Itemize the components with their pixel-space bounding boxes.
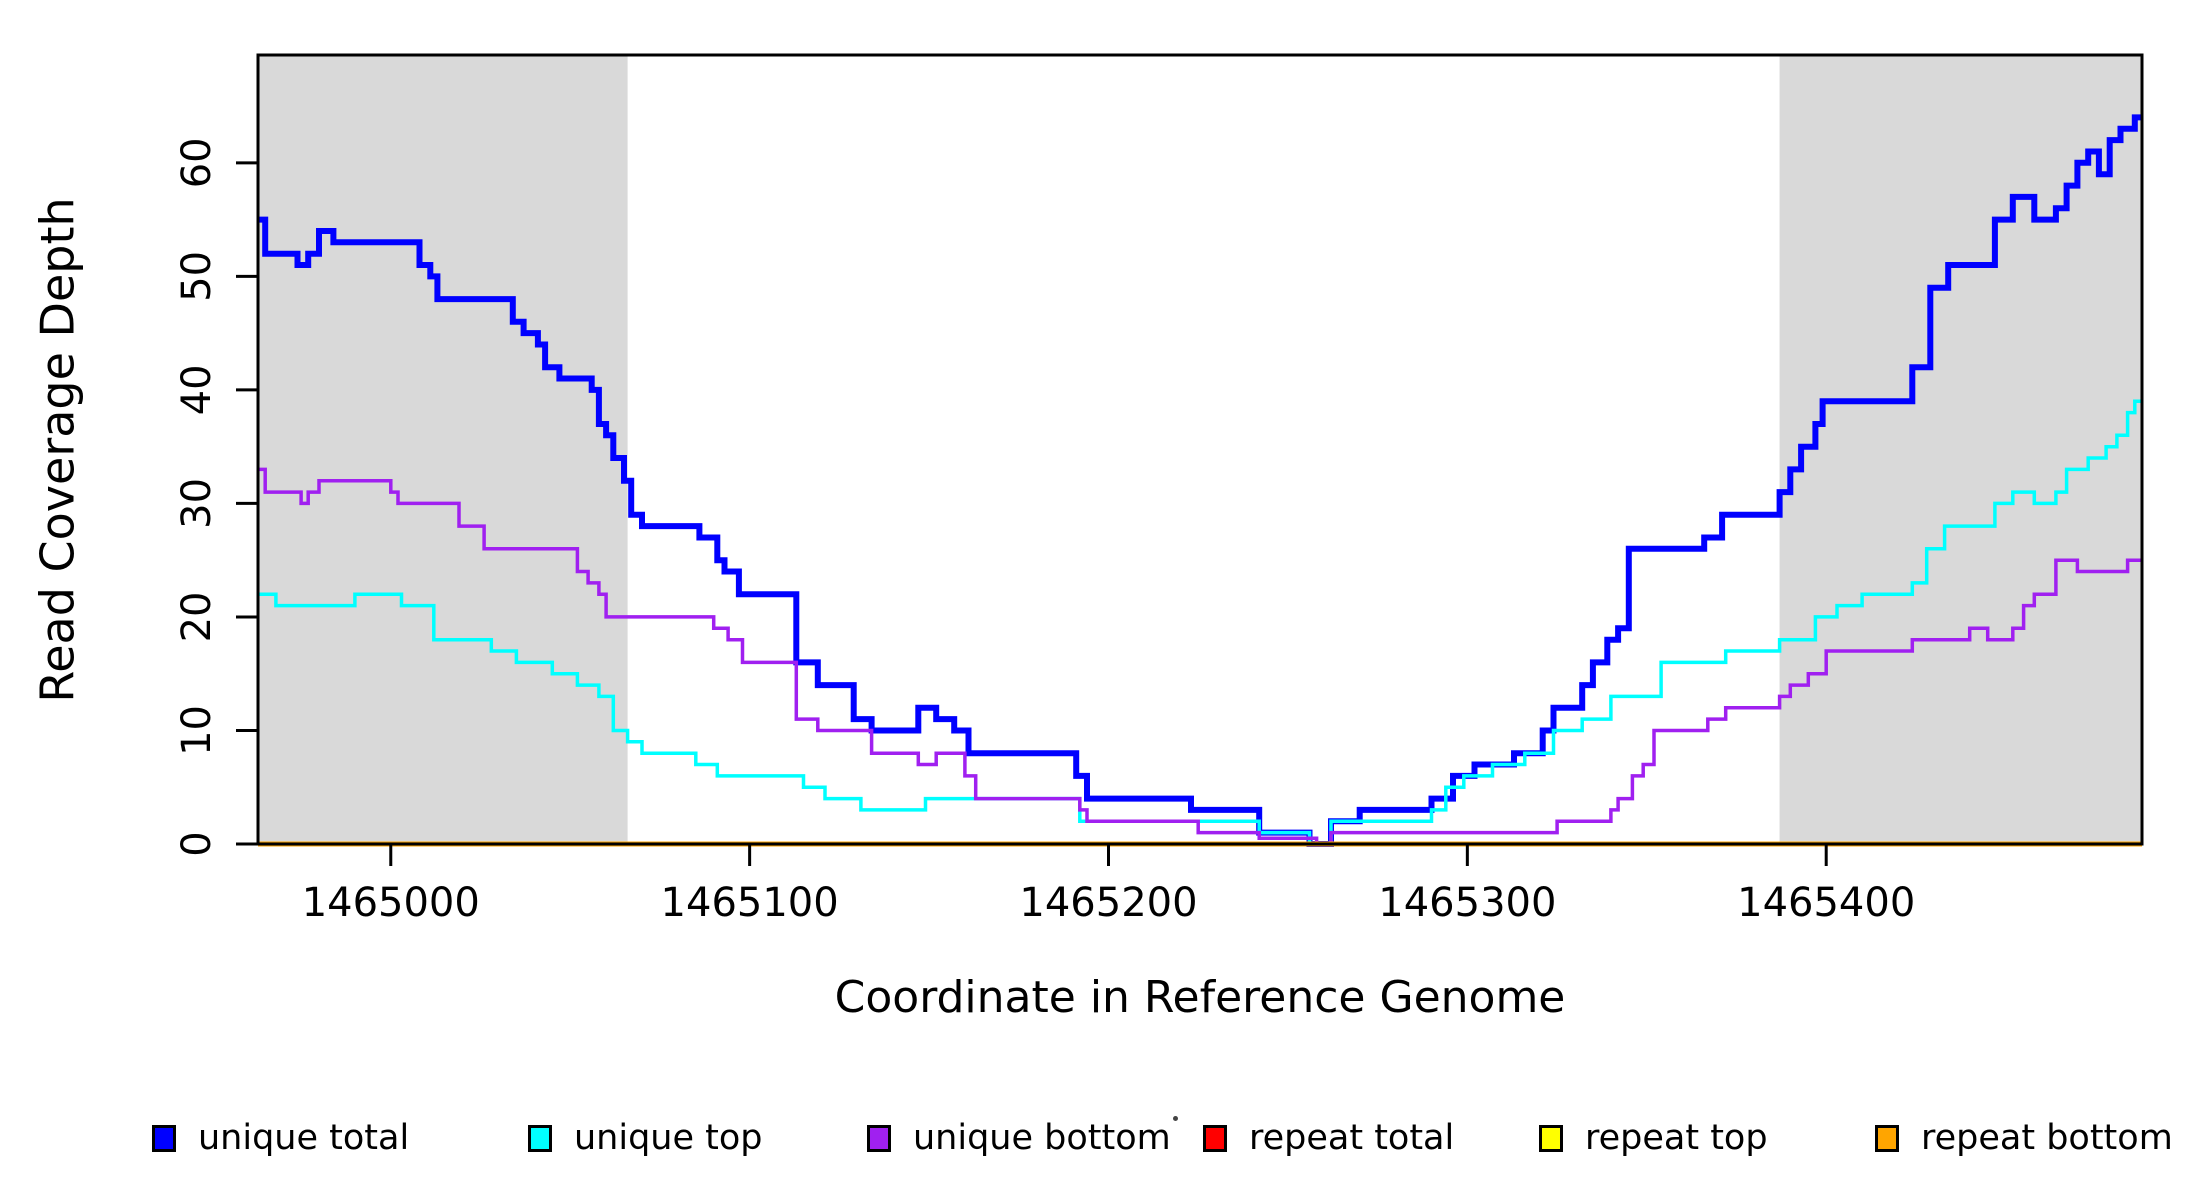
legend-label: unique total [198, 1118, 410, 1158]
y-tick-label: 0 [174, 831, 220, 856]
x-tick-label: 1465000 [302, 880, 480, 926]
x-tick-label: 1465200 [1019, 880, 1197, 926]
x-tick-label: 1465400 [1737, 880, 1915, 926]
y-tick-label: 20 [174, 591, 220, 642]
y-tick-label: 50 [174, 251, 220, 302]
x-tick-label: 1465100 [661, 880, 839, 926]
plot-frame [256, 53, 2144, 846]
legend-item-repeat-top: repeat top [1539, 1110, 1768, 1166]
axis-tick-labels: 1465000 1465100 1465200 1465300 1465400 0 10 20… [174, 137, 1915, 926]
x-tick-label: 1465300 [1378, 880, 1556, 926]
legend-swatch-unique-bottom [867, 1124, 891, 1152]
legend-label: repeat top [1585, 1118, 1768, 1158]
y-tick-label: 30 [174, 478, 220, 529]
shaded-regions [258, 55, 2142, 844]
legend-item-repeat-bottom: repeat bottom [1875, 1110, 2173, 1166]
legend-label: unique top [574, 1118, 763, 1158]
legend-swatch-unique-total [152, 1124, 176, 1152]
legend-item-unique-total: unique total [152, 1110, 409, 1166]
legend-label: unique bottom [913, 1118, 1171, 1158]
x-axis-title: Coordinate in Reference Genome [834, 972, 1566, 1023]
legend-swatch-unique-top [528, 1124, 552, 1152]
legend: unique total unique top unique bottom repea… [0, 1110, 2200, 1170]
legend-item-unique-bottom: unique bottom [867, 1110, 1171, 1166]
y-tick-label: 10 [174, 705, 220, 756]
y-tick-label: 60 [174, 137, 220, 188]
y-axis-title-wrap: Read Coverage Depth [28, 0, 88, 900]
series-unique-bottom [258, 467, 2142, 846]
series-unique-top [258, 399, 2142, 846]
legend-swatch-repeat-total [1203, 1124, 1227, 1152]
axis-ticks [236, 161, 1828, 866]
plot-border [256, 53, 2144, 846]
shaded-region [1779, 55, 2142, 844]
shaded-region [258, 55, 628, 844]
legend-label: repeat total [1249, 1118, 1455, 1158]
stray-mark [1173, 1116, 1178, 1121]
legend-label: repeat bottom [1921, 1118, 2173, 1158]
legend-item-unique-top: unique top [528, 1110, 763, 1166]
legend-swatch-repeat-top [1539, 1124, 1563, 1152]
y-tick-label: 40 [174, 364, 220, 415]
legend-swatch-repeat-bottom [1875, 1124, 1899, 1152]
y-axis-title: Read Coverage Depth [31, 197, 86, 703]
legend-item-repeat-total: repeat total [1203, 1110, 1454, 1166]
